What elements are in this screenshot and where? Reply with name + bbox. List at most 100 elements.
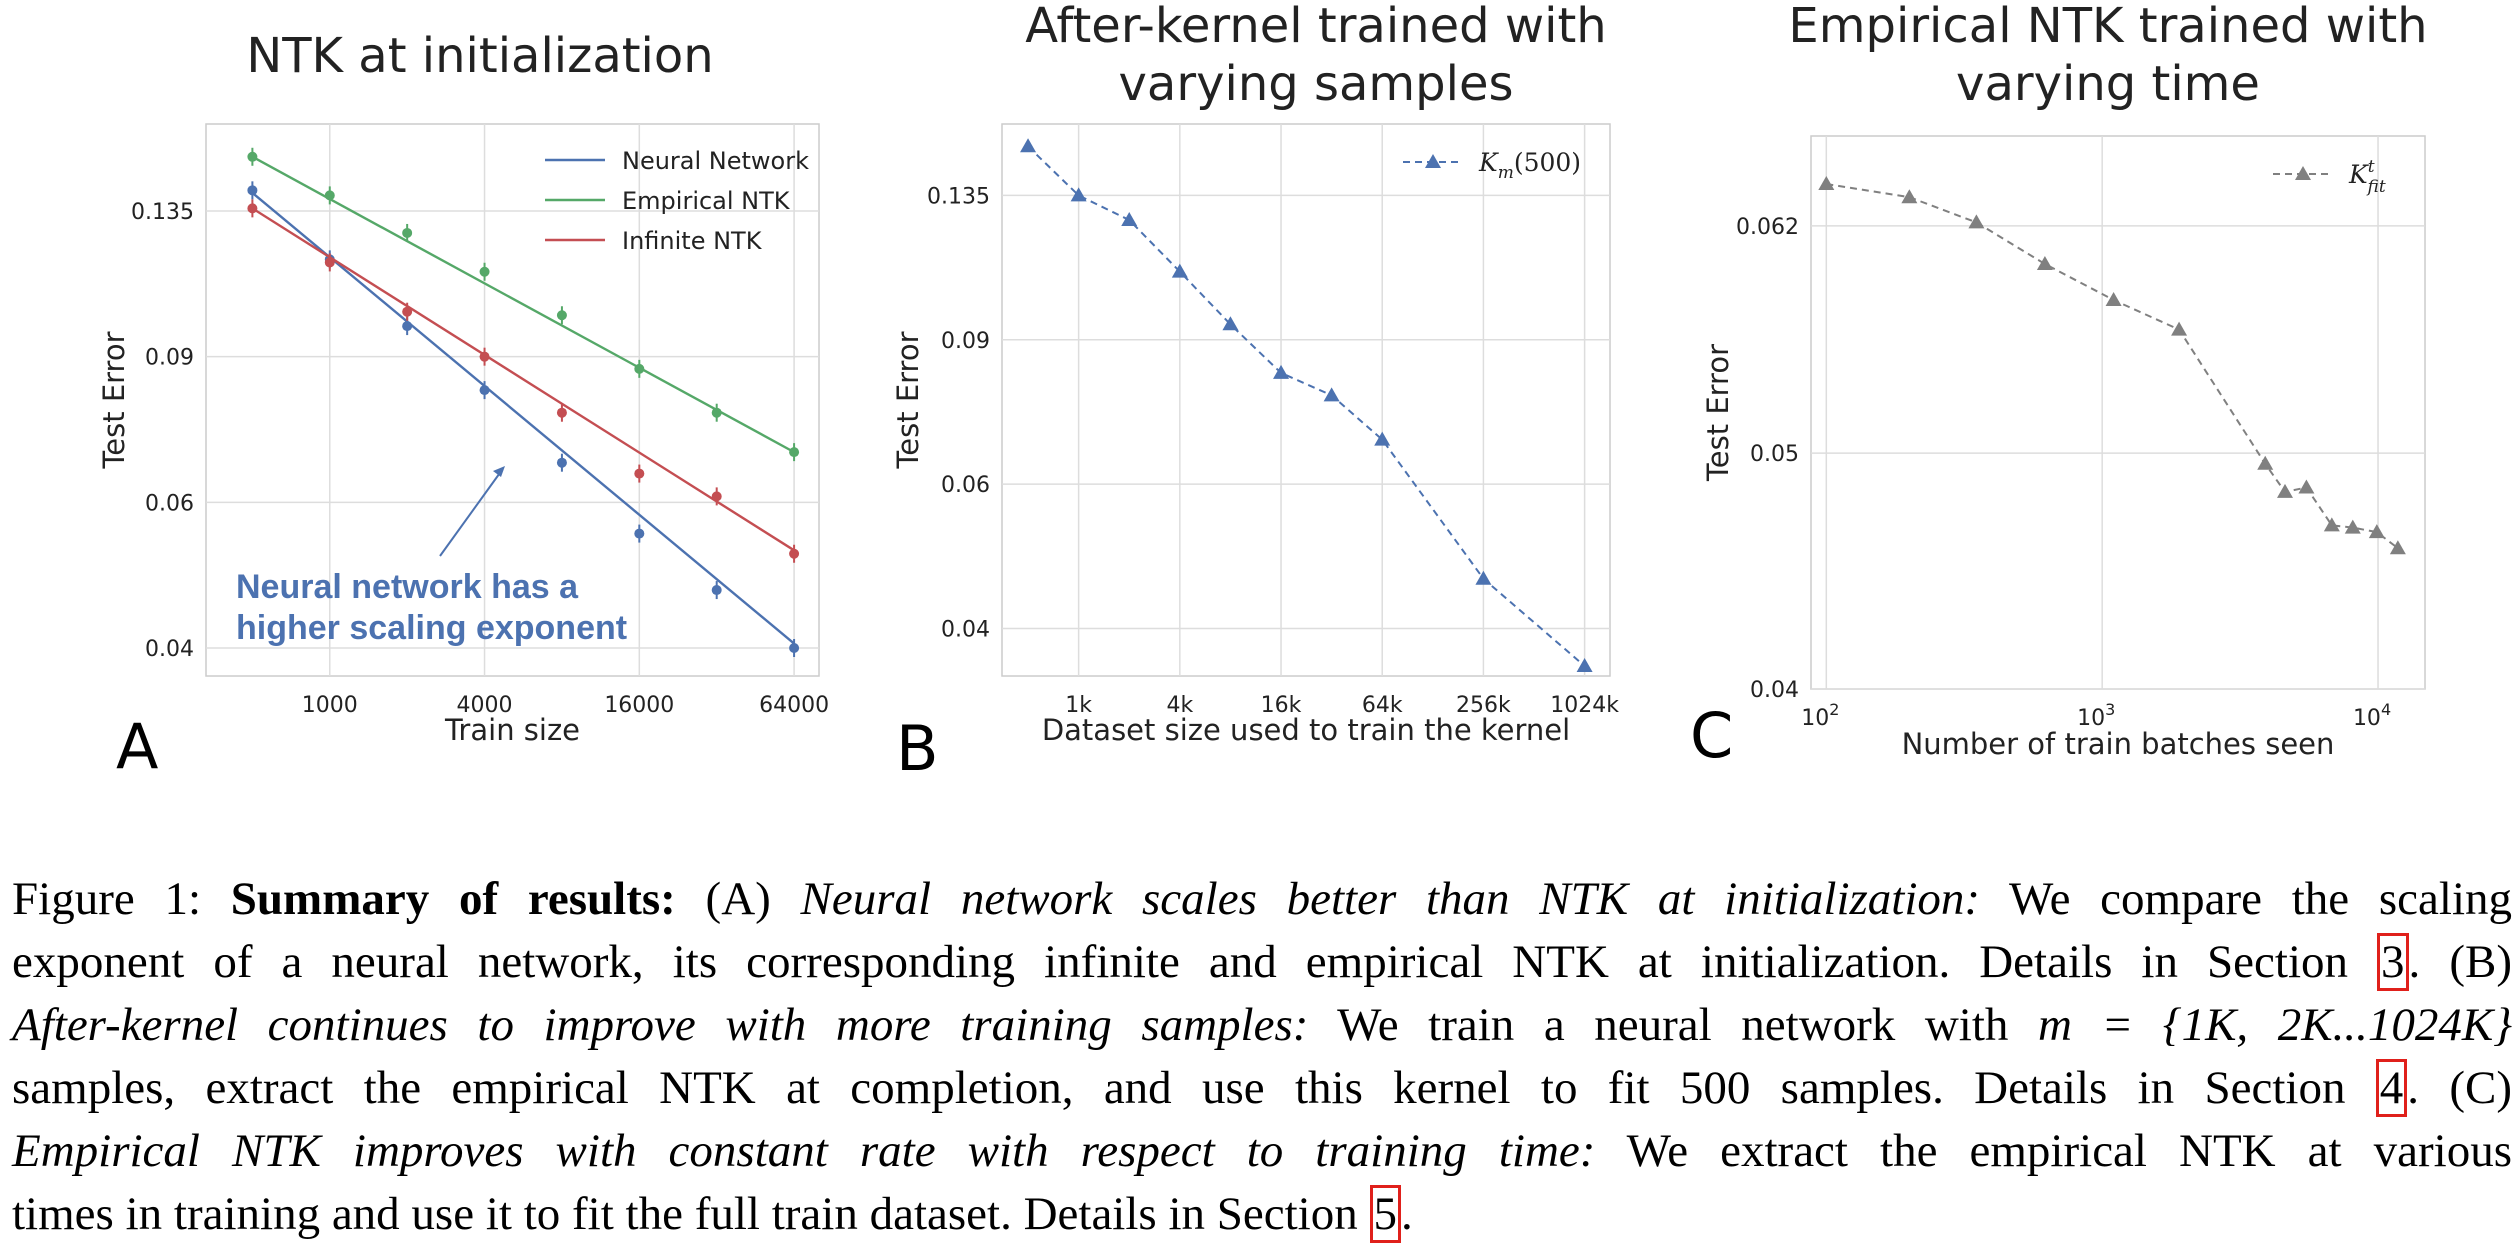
caption-text: . (B) <box>2408 936 2512 988</box>
data-point <box>556 407 567 418</box>
x-axis-label: Number of train batches seen <box>1902 727 2335 761</box>
plot-area <box>1001 123 1611 677</box>
x-axis-label: Dataset size used to train the kernel <box>1042 713 1570 747</box>
y-tick-label: 0.135 <box>131 200 194 225</box>
series-fit-line <box>251 155 795 454</box>
caption-text: m = {1K, 2K...1024K} <box>2038 999 2512 1051</box>
caption-text: Summary of results: <box>230 873 676 925</box>
caption-line: exponent of a neural network, its corres… <box>12 931 2512 994</box>
legend-label: Infinite NTK <box>622 227 763 255</box>
annotation-text: higher scaling exponent <box>236 609 627 647</box>
legend-item: Infinite NTK <box>545 227 763 255</box>
data-point <box>324 257 335 268</box>
x-tick-label: 4000 <box>457 693 513 718</box>
data-point <box>1818 176 1835 191</box>
data-point <box>247 203 258 214</box>
legend-item: Empirical NTK <box>545 187 791 215</box>
y-tick-label: 0.04 <box>941 617 990 642</box>
x-tick-label: 64k <box>1362 693 1403 718</box>
caption-text: . (C) <box>2407 1062 2512 1114</box>
panel-label: C <box>1690 699 1733 772</box>
caption-text: exponent of a neural network, its corres… <box>12 936 2378 988</box>
legend-marker <box>2295 166 2311 180</box>
y-tick-label: 0.09 <box>941 329 990 354</box>
data-point <box>1273 364 1290 379</box>
caption-text: We train a neural network with <box>1308 999 2038 1051</box>
data-point <box>324 190 335 201</box>
data-point <box>2298 479 2315 494</box>
x-tick-label: 16000 <box>604 693 674 718</box>
caption-text: times in training and use it to fit the … <box>12 1188 1370 1240</box>
chart-title: Empirical NTK trained with <box>1788 0 2427 54</box>
data-point <box>402 321 413 332</box>
data-point <box>1323 387 1340 402</box>
data-point <box>711 491 722 502</box>
plot-area <box>1810 135 2426 690</box>
data-point <box>1576 657 1593 672</box>
caption-text: We extract the empirical NTK at various <box>1595 1125 2513 1177</box>
series-fit-line <box>251 191 795 645</box>
data-point <box>2257 455 2274 470</box>
chart-title: varying samples <box>1119 56 1514 112</box>
section-reference-link[interactable]: 5 <box>1369 1185 1401 1243</box>
legend: Neural Network Empirical NTK Infinite NTK <box>545 147 809 255</box>
caption-text: Figure 1: <box>12 873 231 925</box>
caption-text: We compare the scaling <box>1980 873 2513 925</box>
data-point <box>556 310 567 321</box>
legend-item: Neural Network <box>545 147 809 175</box>
x-tick-label: 1k <box>1065 693 1092 718</box>
legend-label: Empirical NTK <box>622 187 791 215</box>
annotation-text: Neural network has a <box>236 568 579 606</box>
data-point <box>402 227 413 238</box>
x-axis-label: Train size <box>444 713 580 747</box>
section-reference-link[interactable]: 3 <box>2377 933 2409 991</box>
chart-title: After-kernel trained with <box>1025 0 1606 54</box>
y-axis-label: Test Error <box>97 331 131 469</box>
y-axis-label: Test Error <box>1701 344 1735 482</box>
legend-label: Neural Network <box>622 147 809 175</box>
caption-text: (A) <box>675 873 801 925</box>
data-point <box>1070 187 1087 202</box>
y-tick-label: 0.04 <box>145 637 194 662</box>
x-tick-label: 4k <box>1166 693 1193 718</box>
chart-panel-b: 0.04 0.06 0.09 0.135 1k 4k 16k 64k 256k 1024k Afte… <box>891 0 1619 785</box>
data-point <box>2323 517 2340 532</box>
data-point <box>402 306 413 317</box>
x-tick-label: 103 <box>2077 700 2115 731</box>
y-tick-label: 0.062 <box>1736 215 1799 240</box>
series-fit-line <box>251 207 795 552</box>
caption-text: Neural network scales better than NTK at… <box>800 873 1981 925</box>
data-point <box>711 585 722 596</box>
series-2 <box>247 199 800 563</box>
chart-panel-a: 0.04 0.06 0.09 0.135 1000 4000 16000 64000 NTK a… <box>97 28 829 783</box>
data-point <box>479 266 490 277</box>
caption-text: Empirical NTK improves with constant rat… <box>12 1125 1596 1177</box>
data-point <box>634 468 645 479</box>
legend-item: Kt fit <box>2273 157 2386 197</box>
panel-label: A <box>116 710 158 783</box>
figure-caption: Figure 1: Summary of results: (A) Neural… <box>12 868 2512 1246</box>
caption-line: times in training and use it to fit the … <box>12 1183 2512 1246</box>
section-reference-link[interactable]: 4 <box>2375 1059 2408 1117</box>
data-point <box>479 351 490 362</box>
series-0 <box>1818 176 2406 555</box>
x-tick-label: 102 <box>1801 700 1839 731</box>
caption-text: . <box>1401 1188 1413 1240</box>
data-point <box>1222 316 1239 331</box>
caption-line: Empirical NTK improves with constant rat… <box>12 1120 2512 1183</box>
data-point <box>2105 291 2122 306</box>
legend: Kt fit <box>2273 157 2386 197</box>
data-point <box>1020 138 1037 153</box>
x-tick-label: 104 <box>2353 700 2391 731</box>
caption-line: After-kernel continues to improve with m… <box>12 994 2512 1057</box>
data-point <box>634 363 645 374</box>
x-tick-label: 1024k <box>1550 693 1619 718</box>
data-point <box>1121 211 1138 226</box>
annotation-arrowhead <box>493 466 505 477</box>
data-point <box>2036 256 2053 271</box>
series-0 <box>247 181 800 657</box>
x-tick-label: 64000 <box>759 693 829 718</box>
annotation-arrow <box>439 469 503 557</box>
data-point <box>2277 483 2294 498</box>
